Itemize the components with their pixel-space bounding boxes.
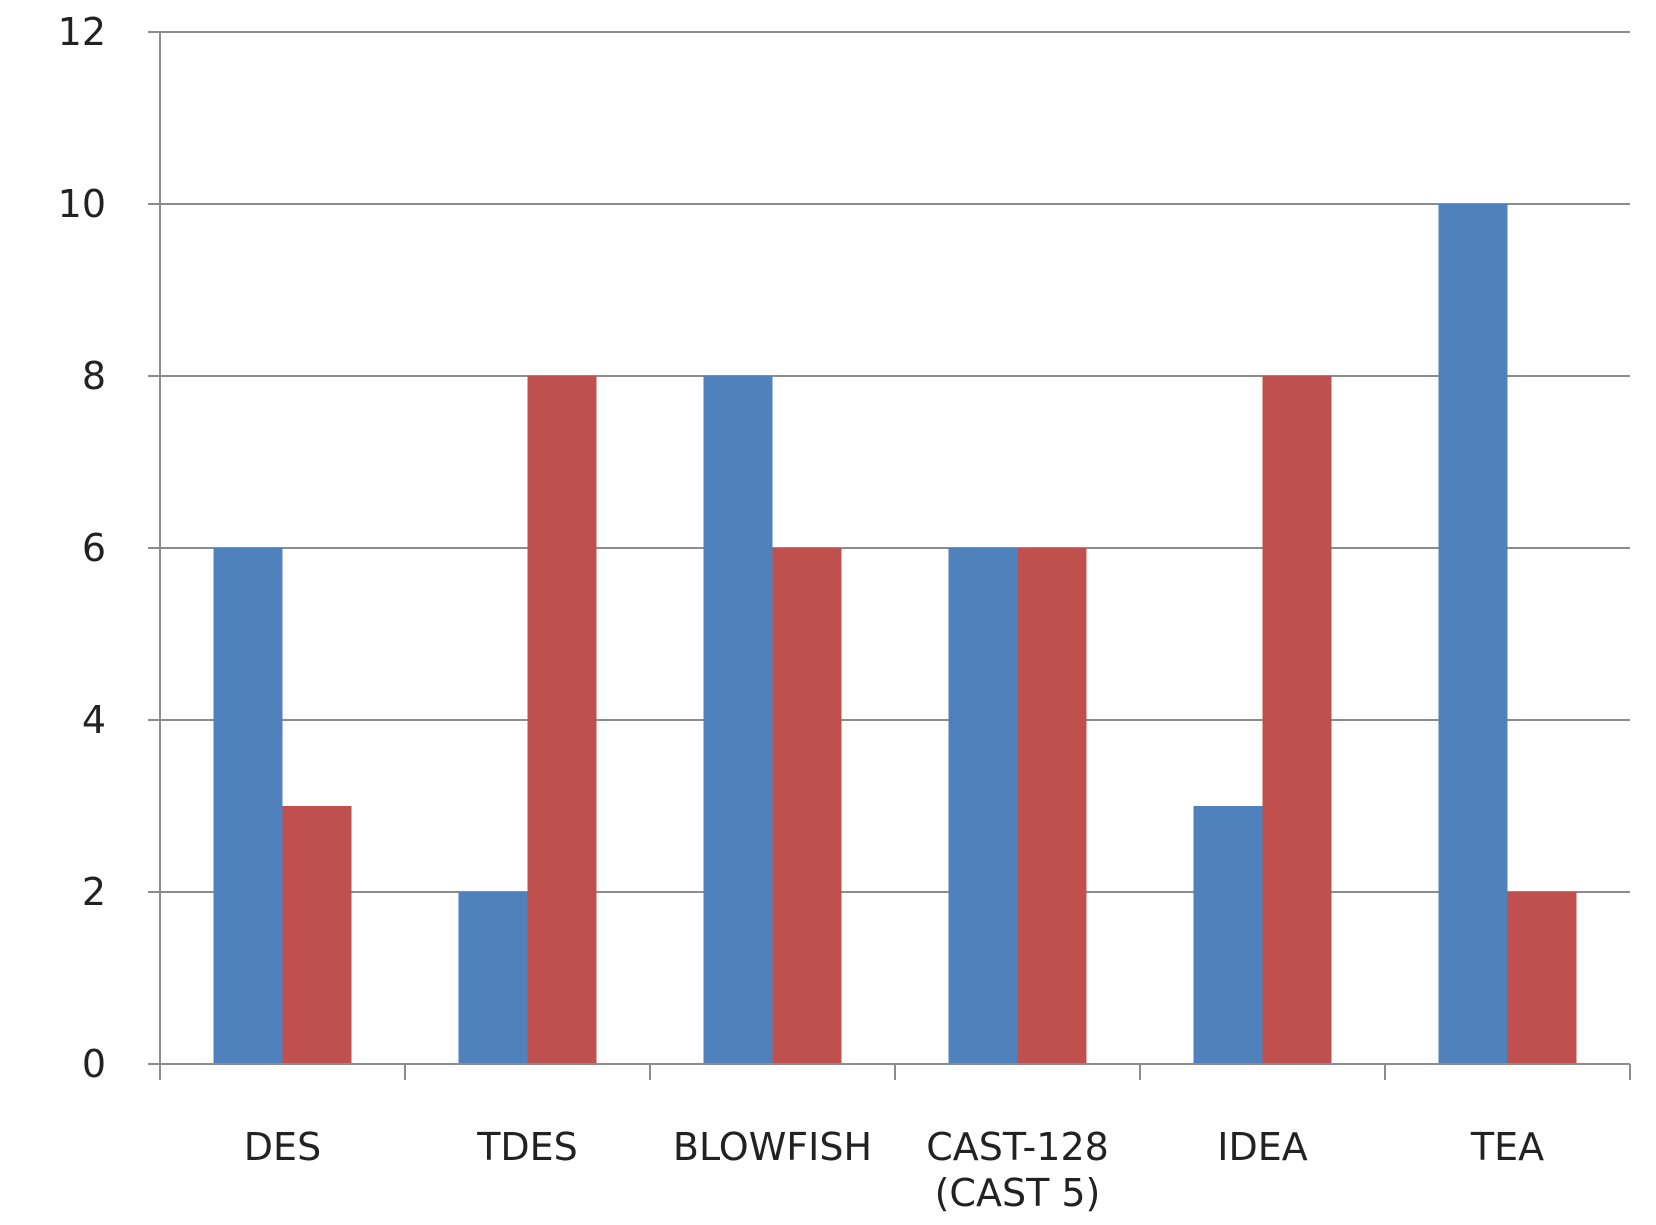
y-tick-label: 2 [82, 870, 106, 914]
bar-series-2-category-1 [282, 806, 352, 1064]
bar-series-2-category-5 [1262, 376, 1332, 1064]
labels: 0 2 4 6 8 10 12 DES TDES BLOWFISH CAST-128(CAST 5)… [58, 10, 1544, 1215]
bars [213, 204, 1577, 1064]
x-category-label: CAST-128 [926, 1125, 1109, 1169]
bar-series-1-category-6 [1438, 204, 1508, 1064]
bar-series-1-category-4 [948, 548, 1018, 1064]
y-tick-label: 4 [82, 698, 106, 742]
x-category-label: TDES [476, 1125, 578, 1169]
y-tick-label: 0 [82, 1042, 106, 1086]
y-tick-label: 12 [58, 10, 106, 54]
bar-series-2-category-2 [527, 376, 597, 1064]
x-category-label: (CAST 5) [935, 1171, 1101, 1215]
bar-series-1-category-2 [458, 892, 528, 1064]
x-category-label: TEA [1470, 1125, 1544, 1169]
x-category-label: IDEA [1217, 1125, 1307, 1169]
bar-series-1-category-5 [1193, 806, 1263, 1064]
x-category-label: DES [244, 1125, 321, 1169]
axes [148, 31, 1631, 1080]
x-category-label: BLOWFISH [673, 1125, 872, 1169]
bar-series-1-category-3 [703, 376, 773, 1064]
y-tick-label: 8 [82, 354, 106, 398]
y-tick-label: 10 [58, 182, 106, 226]
bar-series-2-category-6 [1507, 892, 1577, 1064]
bar-series-2-category-4 [1017, 548, 1087, 1064]
bar-series-2-category-3 [772, 548, 842, 1064]
gridlines [160, 31, 1630, 893]
y-tick-label: 6 [82, 526, 106, 570]
bar-series-1-category-1 [213, 548, 283, 1064]
